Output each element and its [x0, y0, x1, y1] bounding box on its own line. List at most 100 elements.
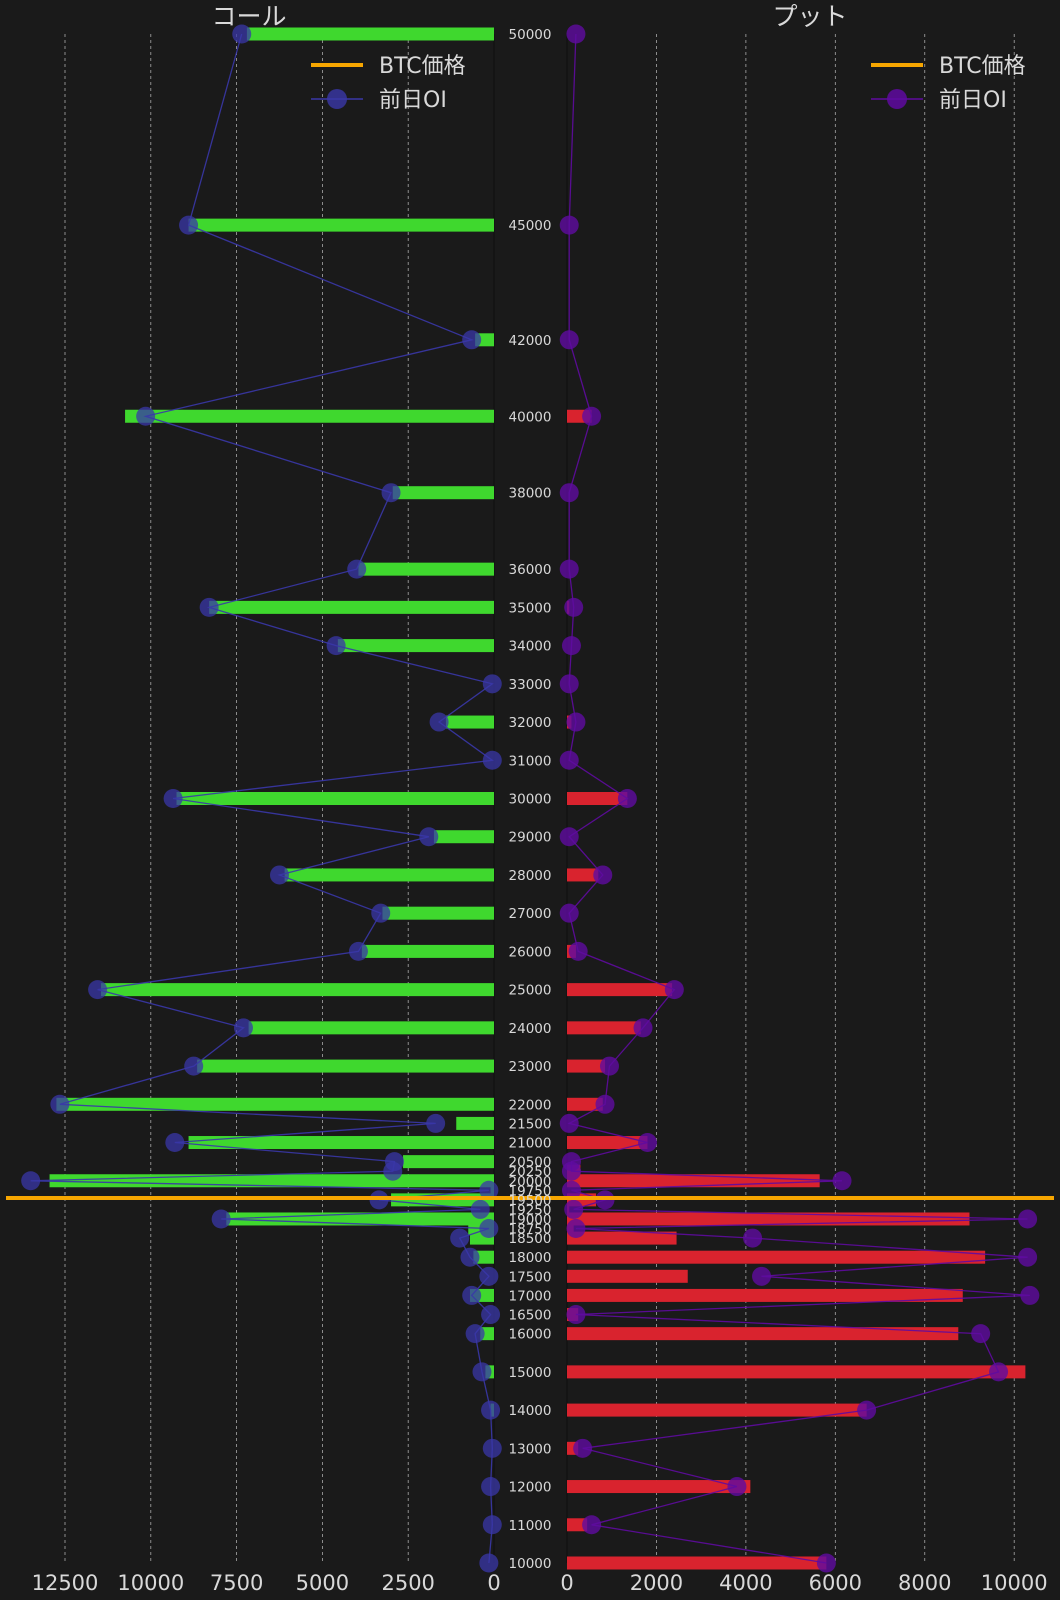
strike-label-20000: 20000 — [509, 1174, 552, 1190]
call-bar-23000 — [197, 1059, 494, 1073]
call-bar-28000 — [284, 868, 494, 882]
call-bar-24000 — [248, 1021, 494, 1035]
put-prev-oi-point-20000 — [832, 1171, 852, 1191]
strike-label-15000: 15000 — [509, 1365, 552, 1381]
call-prev-oi-point-10000 — [479, 1553, 499, 1573]
put-prev-oi-point-30000 — [617, 789, 637, 808]
strike-label-26000: 26000 — [509, 944, 552, 960]
call-prev-oi-point-17000 — [462, 1285, 482, 1305]
put-xtick-6000: 6000 — [809, 1571, 862, 1595]
strike-label-19750: 19750 — [509, 1183, 552, 1199]
put-prev-oi-point-32000 — [566, 712, 586, 732]
put-prev-oi-point-16500 — [566, 1305, 586, 1325]
strike-label-13000: 13000 — [509, 1441, 552, 1457]
put-prev-oi-point-19750 — [561, 1180, 581, 1200]
put-bar-28000 — [567, 868, 599, 882]
strike-label-38000: 38000 — [509, 486, 552, 502]
call-prev-oi-point-15000 — [472, 1362, 492, 1382]
put-bar-13000 — [567, 1441, 579, 1455]
call-bar-21000 — [188, 1136, 494, 1150]
put-bar-12000 — [567, 1480, 751, 1494]
call-prev-oi-point-31000 — [482, 750, 502, 770]
put-prev-oi-point-25000 — [664, 980, 684, 1000]
call-legend-prev-label: 前日OI — [379, 88, 447, 113]
put-prev-oi-point-35000 — [564, 597, 584, 617]
call-legend-prev-marker — [327, 89, 347, 109]
put-xtick-10000: 10000 — [981, 1571, 1048, 1595]
call-prev-oi-point-50000 — [232, 24, 252, 44]
call-prev-oi-point-11000 — [482, 1515, 502, 1535]
put-prev-oi-point-17000 — [1020, 1285, 1040, 1305]
x-tick-labels: 12500 10000 7500 5000 2500 0 0 2000 4000 6000 8000… — [32, 1571, 1048, 1595]
call-prev-oi-point-42000 — [462, 330, 482, 350]
put-prev-oi-point-38000 — [559, 483, 579, 503]
call-prev-oi-point-19750 — [479, 1180, 499, 1200]
call-prev-oi-point-40000 — [136, 406, 156, 426]
put-prev-oi-point-19000 — [1018, 1209, 1038, 1229]
put-bar-11000 — [567, 1518, 588, 1532]
call-prev-oi-point-12000 — [481, 1477, 501, 1497]
put-bar-17000 — [567, 1288, 963, 1302]
call-prev-oi-point-18750 — [479, 1219, 499, 1239]
call-bar-50000 — [246, 27, 494, 41]
call-bar-45000 — [188, 218, 494, 232]
strike-label-11000: 11000 — [509, 1518, 552, 1534]
put-prev-oi-point-20250 — [561, 1161, 581, 1181]
strike-label-17500: 17500 — [509, 1269, 552, 1285]
call-prev-oi-point-13000 — [482, 1438, 502, 1458]
call-prev-oi-point-17500 — [479, 1266, 499, 1286]
put-panel-title: プット — [772, 2, 847, 31]
call-bar-25000 — [101, 983, 494, 997]
call-prev-oi-point-28000 — [270, 865, 289, 885]
put-legend: BTC価格 前日OI — [871, 54, 1026, 113]
strike-label-16000: 16000 — [509, 1327, 552, 1343]
call-prev-oi-point-19000 — [211, 1209, 231, 1229]
put-prev-oi-point-40000 — [582, 406, 602, 426]
call-bar-20500 — [403, 1155, 494, 1169]
put-bar-22000 — [567, 1097, 603, 1111]
put-prev-oi-point-18000 — [1018, 1247, 1038, 1267]
strike-label-20250: 20250 — [509, 1164, 552, 1180]
put-prev-oi-point-12000 — [727, 1477, 747, 1497]
strike-label-19000: 19000 — [509, 1212, 552, 1228]
call-bar-36000 — [358, 562, 494, 576]
strike-label-31000: 31000 — [509, 753, 552, 769]
strike-label-17000: 17000 — [509, 1288, 552, 1304]
call-prev-oi-point-20000 — [21, 1171, 41, 1191]
call-xtick-12500: 12500 — [32, 1571, 99, 1595]
call-bar-38000 — [392, 486, 494, 500]
put-prev-oi-point-23000 — [599, 1056, 619, 1076]
strike-label-23000: 23000 — [509, 1059, 552, 1075]
put-prev-oi-point-26000 — [568, 941, 588, 961]
call-prev-oi-point-29000 — [419, 827, 439, 847]
put-prev-oi-point-15000 — [989, 1362, 1009, 1382]
prev-oi-lines — [21, 24, 1040, 1573]
strike-label-18000: 18000 — [509, 1250, 552, 1266]
call-prev-oi-point-32000 — [429, 712, 449, 732]
call-xtick-5000: 5000 — [296, 1571, 349, 1595]
strike-label-21000: 21000 — [509, 1136, 552, 1152]
call-prev-oi-point-27000 — [371, 903, 391, 923]
strike-label-10000: 10000 — [509, 1556, 552, 1572]
strike-label-50000: 50000 — [509, 27, 552, 43]
put-prev-oi-point-33000 — [559, 674, 579, 694]
call-prev-oi-point-18500 — [450, 1228, 470, 1248]
put-prev-oi-point-21500 — [559, 1113, 579, 1133]
strike-label-27000: 27000 — [509, 906, 552, 922]
put-bar-14000 — [567, 1403, 867, 1417]
put-prev-oi-point-29000 — [559, 827, 579, 847]
put-prev-oi-point-22000 — [595, 1094, 615, 1114]
strike-label-20500: 20500 — [509, 1155, 552, 1171]
put-bar-21000 — [567, 1136, 648, 1150]
put-bar-23000 — [567, 1059, 606, 1073]
call-legend: BTC価格 前日OI — [311, 54, 466, 113]
put-xtick-8000: 8000 — [898, 1571, 951, 1595]
call-prev-oi-point-38000 — [381, 483, 401, 503]
call-xtick-10000: 10000 — [117, 1571, 184, 1595]
put-bar-17500 — [567, 1269, 688, 1283]
put-prev-oi-point-18750 — [566, 1219, 586, 1239]
put-prev-oi-point-31000 — [559, 750, 579, 770]
strike-label-24000: 24000 — [509, 1021, 552, 1037]
put-xtick-0: 0 — [560, 1571, 573, 1595]
